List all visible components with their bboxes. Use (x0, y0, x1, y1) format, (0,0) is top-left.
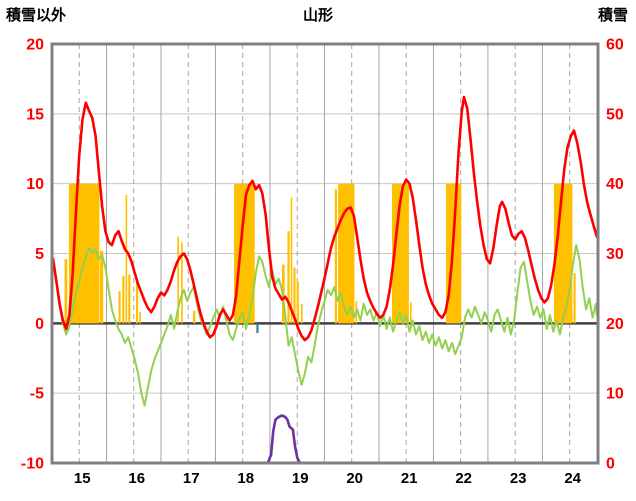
sunshine-bars-bar (99, 250, 104, 324)
sunshine-bars-bar (573, 273, 576, 324)
right-axis-title: 積雪 (597, 7, 628, 24)
sunshine-bars-bar (287, 231, 290, 324)
sunshine-bars-bar (177, 236, 179, 324)
x-tick-label: 15 (74, 470, 91, 487)
y-right-tick-label: 30 (606, 246, 624, 263)
x-tick-label: 22 (455, 470, 472, 487)
left-axis-title: 積雪以外 (6, 7, 67, 24)
y-right-tick-label: 60 (606, 37, 624, 54)
x-tick-label: 23 (510, 470, 527, 487)
green-line-path (52, 244, 598, 407)
sunshine-bars-bar (64, 259, 68, 324)
x-tick-label: 16 (128, 470, 145, 487)
sunshine-bars-bar (193, 310, 196, 324)
y-left-tick-label: 20 (26, 37, 44, 54)
teal-tick-bar (256, 323, 259, 334)
y-left-tick-label: 5 (35, 246, 44, 263)
sunshine-bars-bar (290, 197, 293, 324)
plot-border (50, 42, 600, 465)
sunshine-bars-bar (301, 303, 303, 324)
sunshine-bars-bar (392, 183, 409, 324)
sunshine-bars-bar (181, 242, 183, 324)
x-tick-label: 24 (564, 470, 581, 487)
red-line-path (51, 95, 599, 342)
x-tick-label: 21 (401, 470, 418, 487)
y-right-tick-label: 40 (606, 176, 624, 193)
sunshine-bars-bar (139, 312, 141, 324)
purple-line-path (50, 414, 600, 465)
chart-title: 山形 (302, 7, 334, 24)
y-right-tick-label: 0 (606, 456, 615, 473)
y-left-tick-label: -10 (21, 456, 44, 473)
x-tick-label: 17 (183, 470, 200, 487)
y-left-tick-label: -5 (30, 386, 44, 403)
y-right-tick-label: 50 (606, 106, 624, 123)
y-right-tick-label: 10 (606, 386, 624, 403)
sunshine-bars-bar (125, 194, 128, 324)
y-left-tick-label: 10 (26, 176, 44, 193)
sunshine-bars-bar (234, 183, 255, 324)
sunshine-bars-bar (338, 183, 355, 324)
sunshine-bars-bar (118, 291, 121, 324)
y-right-tick-label: 20 (606, 316, 624, 333)
sunshine-bars-bar (128, 274, 131, 324)
x-tick-label: 20 (346, 470, 363, 487)
sunshine-bars-bar (296, 281, 299, 324)
y-left-tick-label: 0 (35, 316, 44, 333)
y-left-tick-label: 15 (26, 106, 44, 123)
sunshine-bars-bar (334, 189, 337, 324)
sunshine-bars-bar (122, 275, 125, 324)
sunshine-bars-bar (293, 267, 296, 324)
x-tick-label: 18 (237, 470, 254, 487)
sunshine-bars-bar (410, 302, 412, 324)
x-tick-label: 19 (292, 470, 309, 487)
sunshine-bars-bar (135, 278, 139, 324)
